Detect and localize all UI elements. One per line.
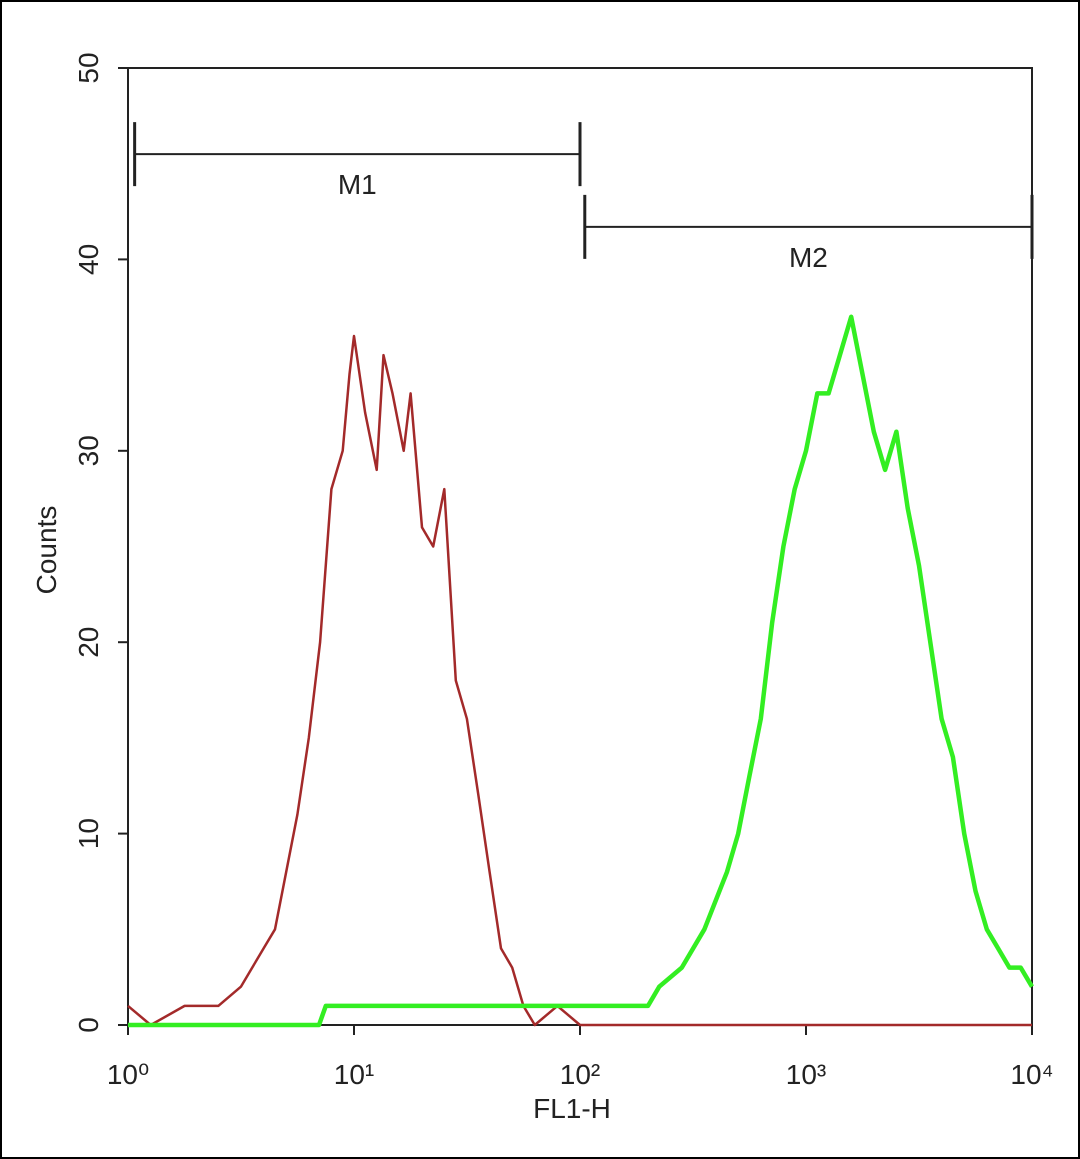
y-axis-label: Counts <box>31 506 62 595</box>
y-tick-label: 50 <box>73 52 104 83</box>
x-tick-label: 10⁴ <box>1010 1059 1053 1090</box>
y-tick-label: 30 <box>73 435 104 466</box>
x-tick-label: 10¹ <box>334 1059 374 1090</box>
histogram-line <box>128 314 1034 1028</box>
y-tick-label: 20 <box>73 627 104 658</box>
marker-label: M2 <box>789 242 828 273</box>
x-tick-label: 10⁰ <box>107 1059 149 1090</box>
x-axis-label: FL1-H <box>533 1093 611 1124</box>
x-tick-label: 10³ <box>786 1059 826 1090</box>
y-tick-label: 40 <box>73 244 104 275</box>
histogram-line <box>127 334 1032 1027</box>
y-tick-label: 0 <box>73 1017 104 1033</box>
marker-label: M1 <box>338 169 377 200</box>
x-tick-label: 10² <box>560 1059 600 1090</box>
y-tick-label: 10 <box>73 818 104 849</box>
